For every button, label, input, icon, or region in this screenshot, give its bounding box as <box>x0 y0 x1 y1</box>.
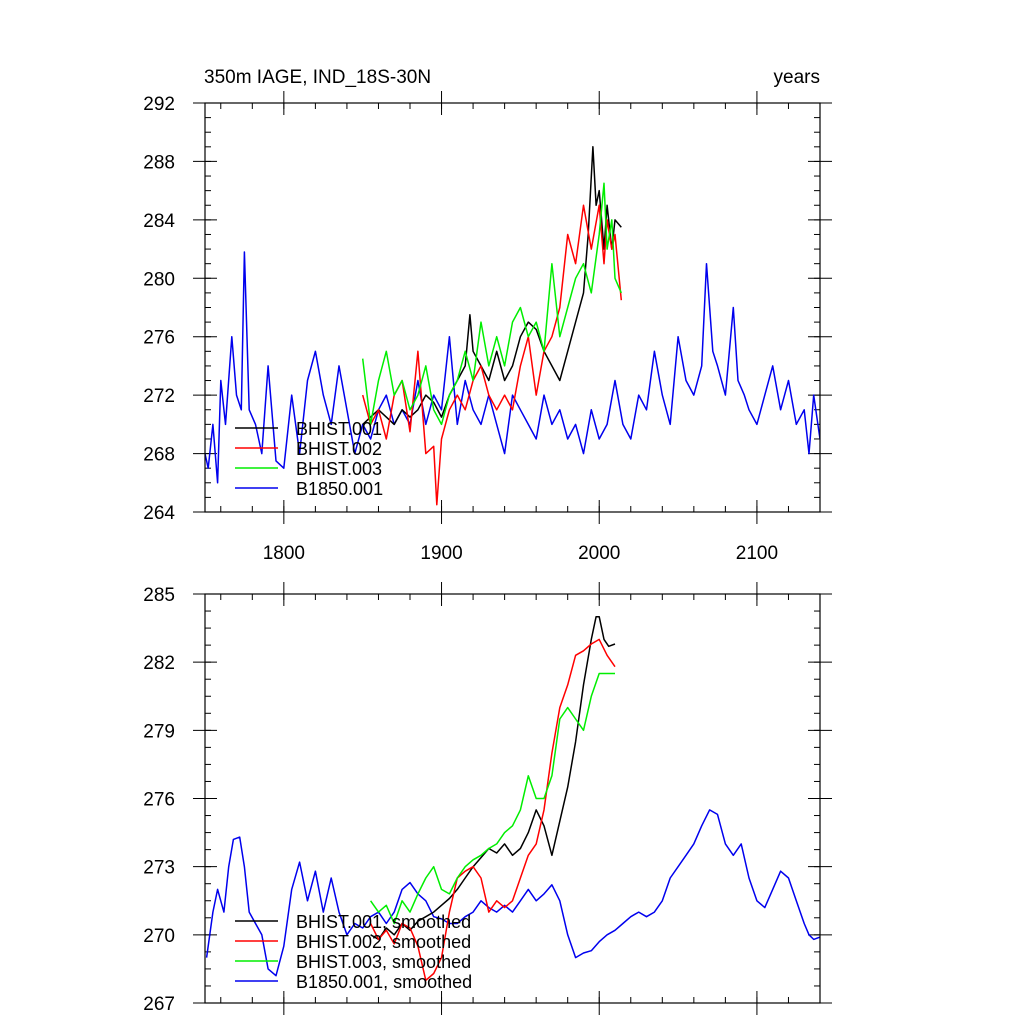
bottom-series-line-1 <box>370 615 616 941</box>
top-y-tick-label: 276 <box>143 328 175 349</box>
top-y-tick-label: 288 <box>143 152 175 173</box>
top-y-tick-label: 268 <box>143 445 175 466</box>
top-series-line-1 <box>362 146 622 426</box>
top-panel: 350m IAGE, IND_18S-30N years 264 268 272 27… <box>143 67 832 564</box>
top-x-tick-label: 1800 <box>263 543 305 564</box>
bottom-legend-label: BHIST.003, smoothed <box>296 952 471 972</box>
bottom-plot-frame <box>204 593 821 1004</box>
top-x-tick-label: 1900 <box>420 543 462 564</box>
bottom-y-tick-label: 285 <box>143 585 175 606</box>
top-legend-label: BHIST.002 <box>296 439 382 459</box>
bottom-y-tick-label: 267 <box>143 994 175 1015</box>
top-series-line-4 <box>205 251 820 484</box>
top-x-tick-label: 2000 <box>578 543 620 564</box>
top-legend-label: B1850.001 <box>296 479 383 499</box>
bottom-y-tick-label: 276 <box>143 790 175 811</box>
bottom-y-tick-label: 270 <box>143 926 175 947</box>
bottom-series-line-4 <box>205 809 820 977</box>
bottom-series-line-2 <box>369 638 616 982</box>
top-y-tick-label: 284 <box>143 211 175 232</box>
top-title-right: years <box>774 67 820 88</box>
top-x-tick-label: 2100 <box>736 543 778 564</box>
top-y-tick-label: 292 <box>143 94 175 115</box>
bottom-legend-label: B1850.001, smoothed <box>296 972 472 992</box>
bottom-legend-label: BHIST.001, smoothed <box>296 912 471 932</box>
top-series-line-3 <box>361 182 622 426</box>
bottom-y-tick-label: 282 <box>143 653 175 674</box>
top-legend-label: BHIST.001 <box>296 419 382 439</box>
top-y-tick-label: 272 <box>143 386 175 407</box>
top-plot-frame <box>204 102 821 513</box>
top-y-tick-label: 264 <box>143 503 175 524</box>
top-legend-label: BHIST.003 <box>296 459 382 479</box>
bottom-panel: 267 270 273 276 279 282 285 BHIST.001, smoothed… <box>143 582 832 1015</box>
bottom-legend-label: BHIST.002, smoothed <box>296 932 471 952</box>
top-series-line-2 <box>361 204 623 506</box>
top-y-tick-label: 280 <box>143 269 175 290</box>
bottom-y-tick-label: 279 <box>143 721 175 742</box>
bottom-y-tick-label: 273 <box>143 858 175 879</box>
top-title-left: 350m IAGE, IND_18S-30N <box>204 67 431 88</box>
bottom-series-line-3 <box>369 672 615 925</box>
